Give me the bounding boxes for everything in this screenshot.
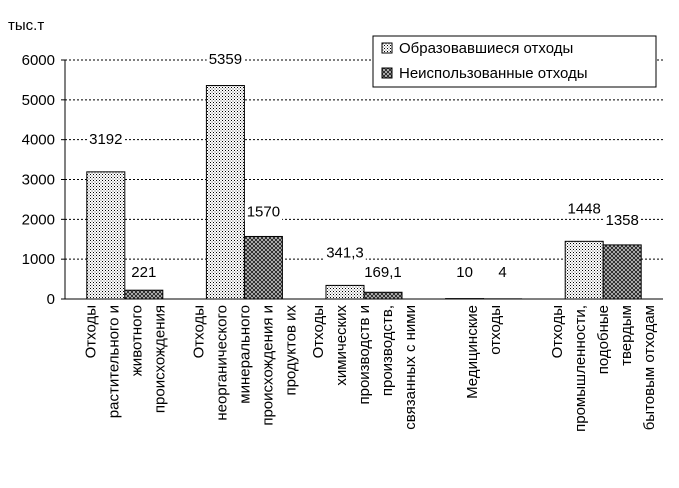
data-label: 169,1: [364, 264, 402, 281]
bar-series-1: [86, 171, 126, 300]
category-label-line: подобные: [595, 305, 612, 374]
category-label-line: промышленности,: [572, 305, 589, 432]
category-label: Отходы химических производств и производств…: [310, 305, 419, 430]
category-label-line: происхождения и: [259, 305, 276, 426]
legend-label-series-1: Образовавшиеся отходы: [399, 40, 573, 57]
category-label: Отходы неорганического минерального происхо…: [190, 305, 299, 426]
data-labels: 3192 5359 341,3 10 1448 221 1570 169,1 4 1358: [87, 50, 641, 281]
data-label-bg: [324, 243, 366, 262]
data-label: 10: [456, 264, 473, 281]
category-label: Отходы промышленности, подобные твердым быто…: [549, 305, 658, 432]
category-label-line: минерального: [236, 305, 253, 404]
category-label: Медицинские отходы: [464, 305, 504, 399]
y-unit-label: тыс.т: [8, 17, 44, 34]
data-label-bg: [244, 202, 283, 221]
category-label-line: растительного и: [105, 305, 122, 418]
legend-box: [372, 35, 657, 88]
data-label-bg: [129, 263, 159, 281]
data-label: 3192: [89, 131, 122, 148]
data-label: 5359: [209, 51, 242, 68]
legend-swatch-series-2: [381, 67, 393, 79]
y-tick-label: 3000: [22, 172, 55, 189]
data-label: 1358: [606, 212, 639, 229]
data-label-bg: [206, 50, 245, 68]
category-label-line: Отходы: [190, 305, 207, 358]
category-label-line: связанных с ними: [402, 305, 419, 430]
category-label-line: происхождения: [151, 305, 168, 413]
category-label-line: производств и: [356, 305, 373, 405]
data-label: 341,3: [326, 244, 364, 261]
y-tick-labels: 0 1000 2000 3000 4000 5000 6000: [22, 52, 55, 308]
bar-series-2: [243, 235, 283, 300]
category-label-line: твердым: [618, 305, 635, 366]
category-label-line: продуктов их: [282, 305, 299, 396]
category-label-line: производств,: [379, 305, 396, 396]
bar-series-2: [363, 291, 403, 300]
data-label: 221: [131, 264, 156, 281]
category-label-line: животного: [128, 305, 145, 376]
y-tick-label: 4000: [22, 132, 55, 149]
bar-series-2: [124, 289, 164, 300]
category-label-line: химических: [333, 305, 350, 386]
data-label-bg: [565, 199, 603, 218]
bar-series-2: [602, 244, 642, 300]
category-label-line: Отходы: [549, 305, 566, 358]
category-label-line: Отходы: [82, 305, 99, 358]
legend: Образовавшиеся отходы Неиспользованные о…: [372, 35, 657, 88]
y-tick-label: 1000: [22, 251, 55, 268]
data-label-bg: [362, 263, 404, 281]
data-label-bg: [496, 263, 509, 281]
data-label-bg: [454, 263, 475, 281]
category-label-line: Отходы: [310, 305, 327, 358]
data-label-bg: [87, 129, 125, 148]
y-tick-label: 0: [47, 291, 55, 308]
gridlines: [61, 59, 663, 300]
data-label-bg: [603, 210, 641, 229]
category-label-line: бытовым отходам: [641, 305, 658, 430]
category-label-line: Медицинские: [464, 305, 481, 399]
category-label-line: отходы: [487, 305, 504, 355]
legend-swatch-series-1: [381, 42, 393, 54]
data-label: 4: [498, 264, 506, 281]
y-tick-label: 5000: [22, 92, 55, 109]
bar-series-1: [325, 284, 365, 300]
category-label-line: неорганического: [213, 305, 230, 421]
category-label: Отходы растительного и животного происхожде…: [82, 305, 168, 418]
bar-series-1: [564, 240, 604, 300]
data-label: 1570: [247, 203, 280, 220]
bar-series-1: [205, 85, 245, 300]
legend-label-series-2: Неиспользованные отходы: [399, 65, 588, 82]
y-tick-label: 2000: [22, 211, 55, 228]
category-labels: Отходы растительного и животного происхожде…: [82, 305, 658, 432]
axes: [64, 60, 663, 300]
data-label: 1448: [568, 200, 601, 217]
y-tick-label: 6000: [22, 52, 55, 69]
